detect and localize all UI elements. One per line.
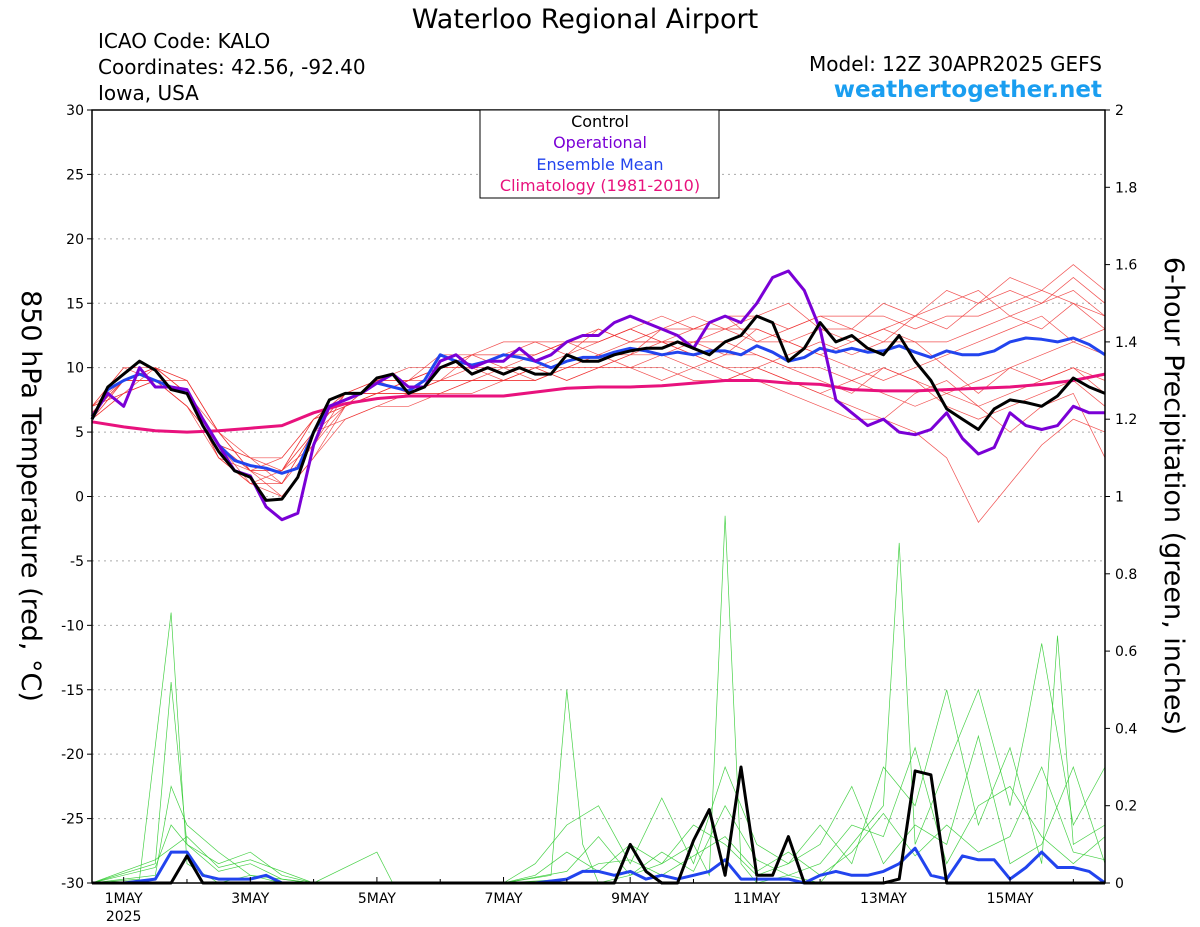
precip-member-line: [91, 746, 1106, 884]
temp-member-line: [91, 277, 1106, 472]
control-temp-line: [90, 314, 1106, 502]
y2-tick-label: 1.2: [1115, 412, 1137, 428]
precip-member-line: [91, 515, 1106, 884]
y-tick-label: -15: [61, 683, 84, 699]
precip-member-line: [91, 635, 1106, 884]
y-tick-label: 5: [75, 425, 84, 441]
y-tick-label: 0: [75, 490, 84, 506]
ensemble-mean-precip-line: [92, 846, 1106, 885]
x-tick-label: 3MAY: [231, 891, 269, 907]
legend-box: [479, 109, 720, 199]
y-tick-label: 10: [66, 361, 84, 377]
x-tick-label: 13MAY: [860, 891, 907, 907]
y-tick-label: -25: [61, 812, 84, 828]
y-tick-label: -10: [61, 618, 84, 634]
y-axis-label: 850 hPa Temperature (red, °C): [15, 290, 46, 702]
temp-axis-ticks: 30 25 20 15 10 5 0 -5 -10 -15 -20 -25 -30: [61, 103, 92, 892]
y2-tick-label: 0.4: [1115, 721, 1137, 737]
y-tick-label: 20: [66, 232, 84, 248]
coordinates: Coordinates: 42.56, -92.40: [98, 55, 366, 79]
operational-temp-line: [90, 269, 1105, 522]
x-tick-label: 5MAY: [358, 891, 396, 907]
y2-tick-label: 0.8: [1115, 567, 1137, 583]
x-tick-label: 1MAY: [105, 891, 143, 907]
icao-code: ICAO Code: KALO: [98, 29, 270, 53]
temp-member-line: [91, 290, 1106, 459]
y-tick-label: -30: [61, 876, 84, 892]
legend-control: Control: [571, 112, 629, 131]
y2-axis-label: 6-hour Precipitation (green, inches): [1158, 257, 1189, 735]
legend-climatology: Climatology (1981-2010): [500, 176, 700, 195]
main-series: [90, 269, 1106, 885]
y2-tick-label: 0.2: [1115, 799, 1137, 815]
legend-ensemble-mean: Ensemble Mean: [536, 155, 663, 174]
site-link[interactable]: weathertogether.net: [834, 77, 1102, 103]
x-tick-label: 9MAY: [611, 891, 649, 907]
ensemble-mean-temp-line: [90, 336, 1106, 475]
x-tick-label: 7MAY: [485, 891, 523, 907]
y2-tick-label: 0: [1115, 876, 1124, 892]
legend-operational: Operational: [553, 133, 647, 152]
temp-members: [91, 264, 1106, 523]
y-tick-label: 30: [66, 103, 84, 119]
region: Iowa, USA: [98, 81, 199, 105]
chart-title: Waterloo Regional Airport: [412, 4, 758, 35]
y-tick-label: 15: [66, 296, 84, 312]
precip-member-line: [91, 734, 1106, 884]
y2-tick-label: 0.6: [1115, 644, 1137, 660]
y2-tick-label: 1.4: [1115, 335, 1137, 351]
x-tick-label: 11MAY: [733, 891, 780, 907]
precip-members: [91, 515, 1106, 884]
y2-tick-label: 2: [1115, 103, 1124, 119]
precip-member-line: [91, 766, 1106, 884]
model-run: Model: 12Z 30APR2025 GEFS: [809, 52, 1102, 76]
temp-member-line: [91, 302, 1106, 485]
x-tick-label: 15MAY: [987, 891, 1034, 907]
date-axis-ticks: 1MAY 2025 3MAY 5MAY 7MAY 9MAY 11MAY 13MAY 15MAY: [105, 877, 1074, 925]
x-tick-year-label: 2025: [106, 909, 142, 925]
legend: Control Operational Ensemble Mean Climat…: [479, 109, 720, 199]
grid-lines: [92, 173, 1105, 820]
y-tick-label: -20: [61, 747, 84, 763]
y-tick-label: 25: [66, 167, 84, 183]
y2-tick-label: 1.6: [1115, 258, 1137, 274]
y-tick-label: -5: [70, 554, 84, 570]
y2-tick-label: 1: [1115, 490, 1124, 506]
y2-tick-label: 1.8: [1115, 180, 1137, 196]
precip-axis-ticks: 2 1.8 1.6 1.4 1.2 1 0.8 0.6 0.4 0.2 0: [1105, 103, 1137, 892]
